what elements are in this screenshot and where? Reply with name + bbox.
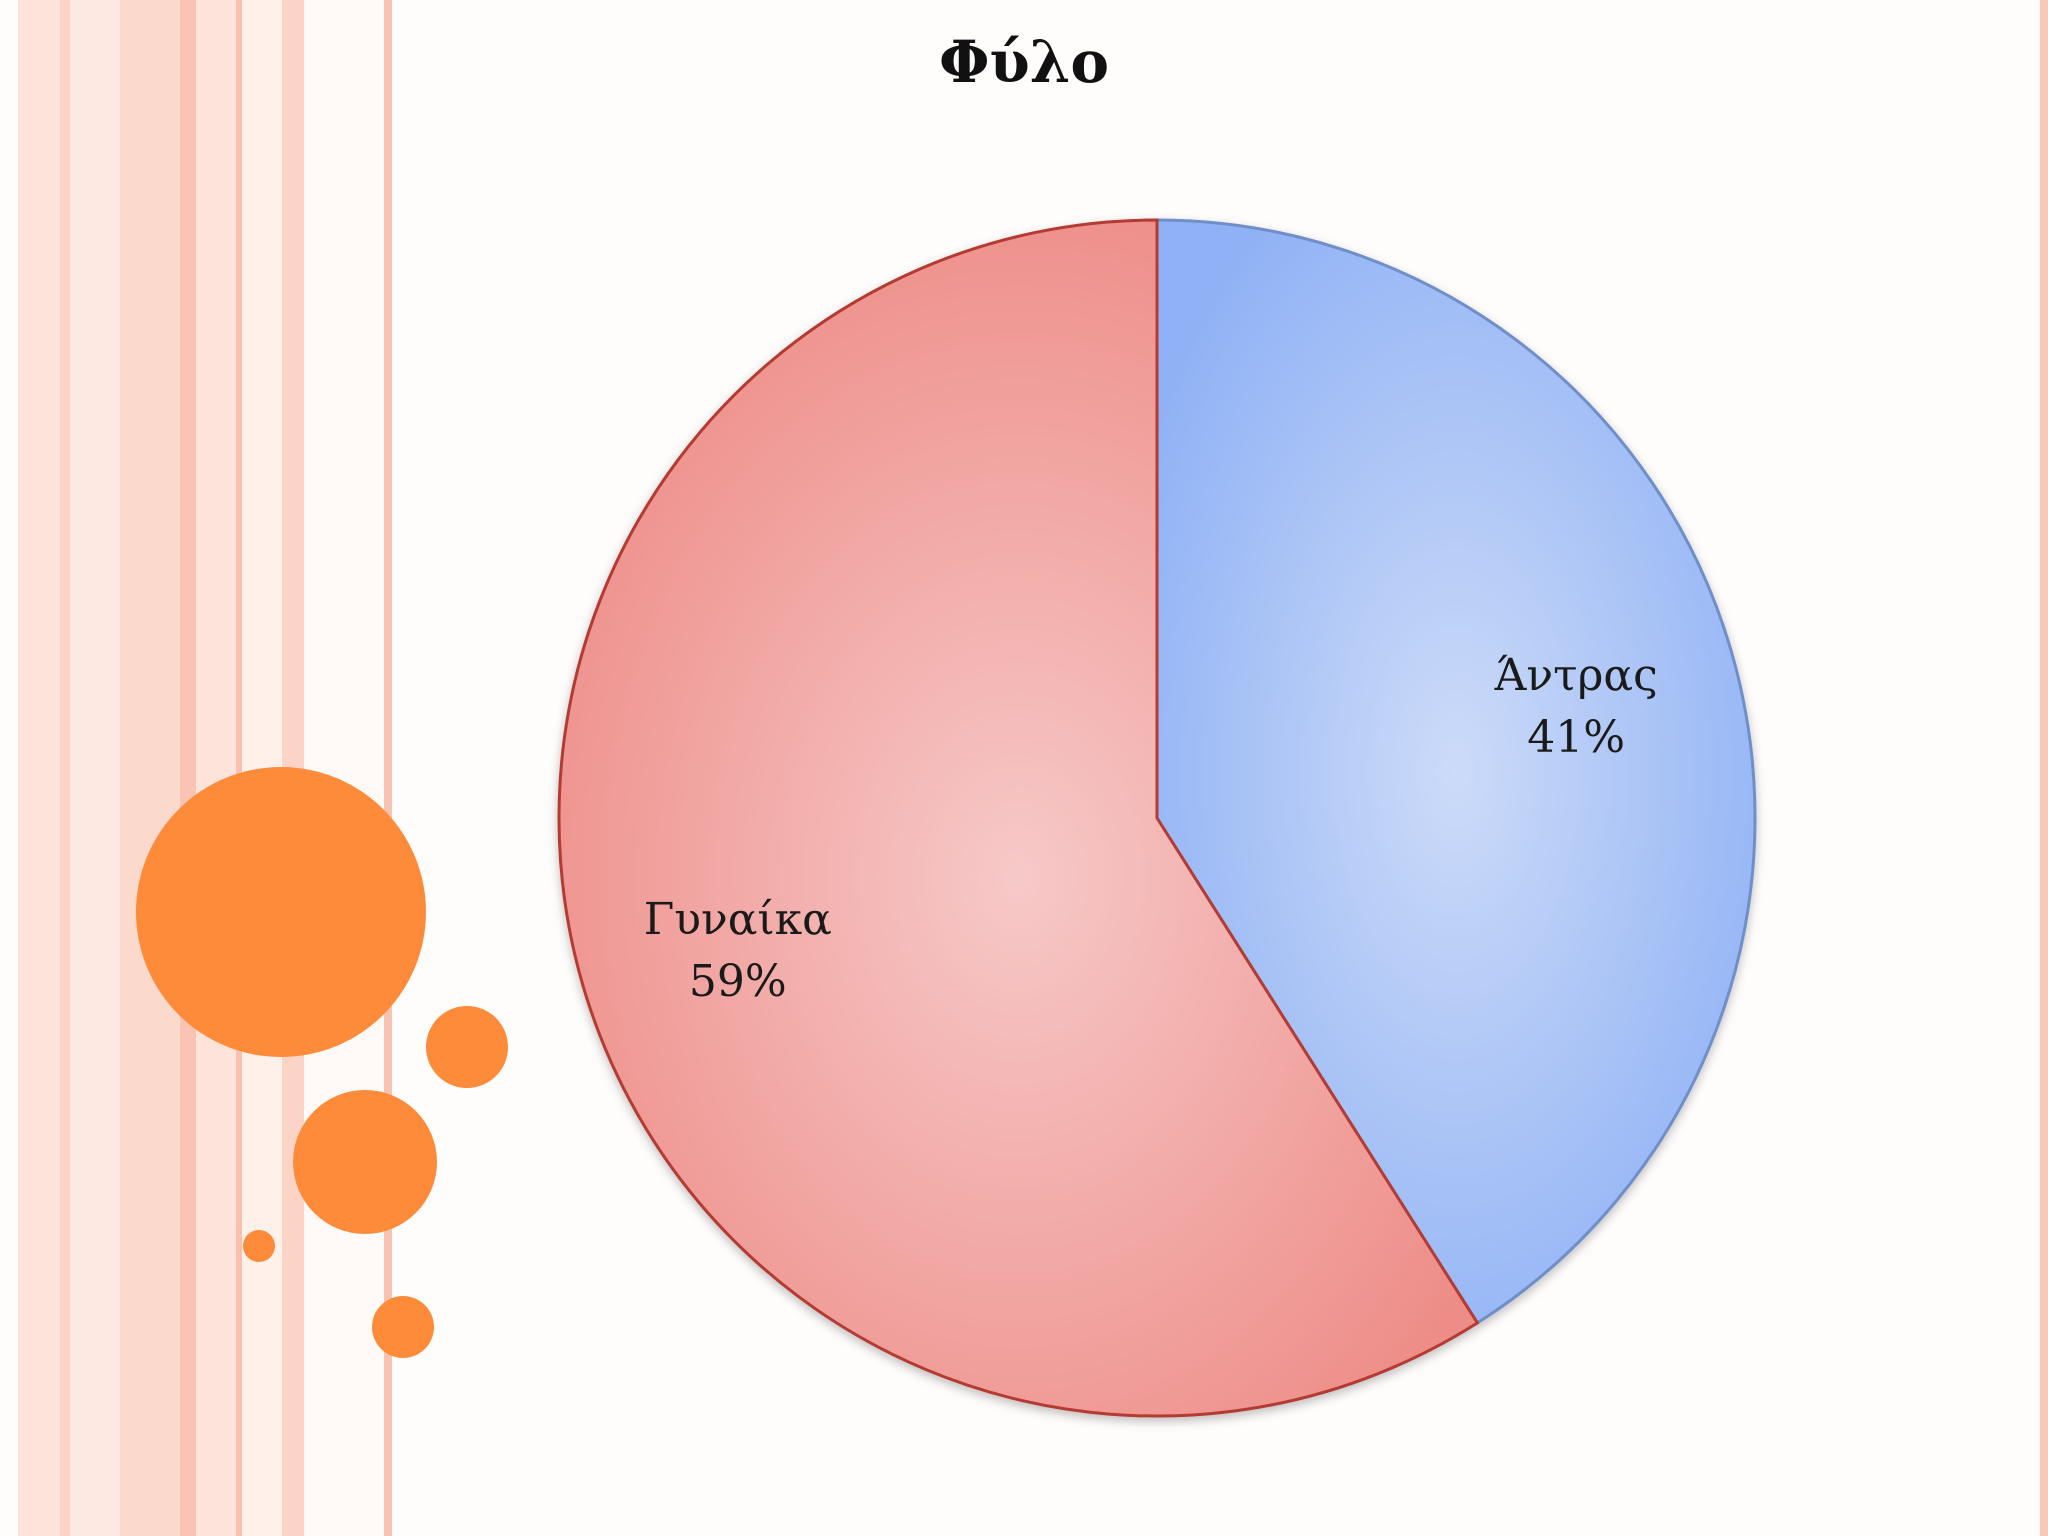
stripe <box>196 0 236 1536</box>
stripe <box>304 0 384 1536</box>
slice-category-label: Άντρας <box>1494 650 1658 701</box>
decorative-circle <box>293 1090 437 1234</box>
decorative-background <box>18 0 508 1536</box>
stripe <box>236 0 242 1536</box>
decorative-circle <box>372 1296 434 1358</box>
slice-percent-label: 59% <box>689 956 787 1007</box>
slide-border <box>2040 0 2048 1536</box>
chart-title: Φύλο <box>938 28 1110 96</box>
stripe <box>384 0 392 1536</box>
decorative-circle <box>426 1006 508 1088</box>
stripe <box>180 0 196 1536</box>
slice-percent-label: 41% <box>1527 712 1625 763</box>
stripe <box>18 0 60 1536</box>
decorative-circle <box>243 1230 275 1262</box>
pie-slice-women <box>557 218 1480 1418</box>
slice-category-label: Γυναίκα <box>644 894 832 945</box>
stripe <box>60 0 70 1536</box>
decorative-circle <box>136 767 426 1057</box>
stripe <box>120 0 180 1536</box>
pie-slice-men <box>1155 218 1757 1325</box>
stripe <box>70 0 120 1536</box>
